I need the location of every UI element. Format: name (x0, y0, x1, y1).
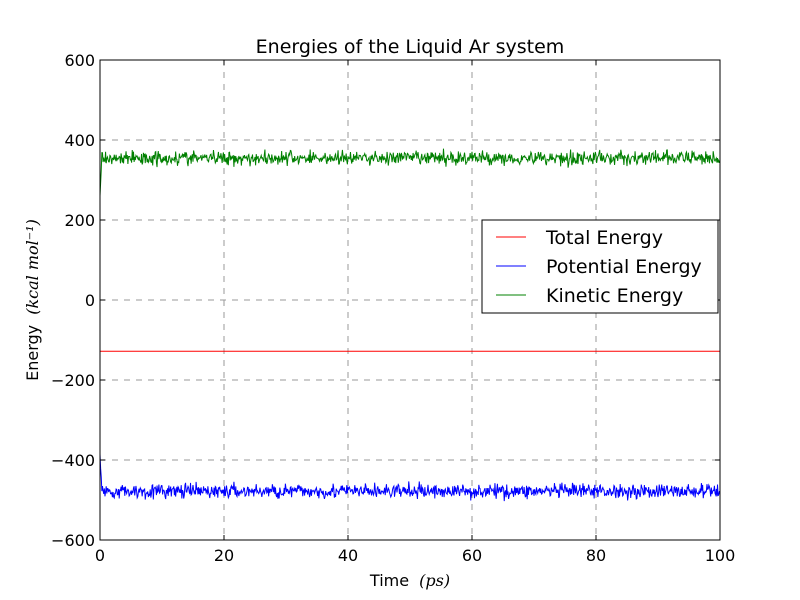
x-axis-label-unit: (ps) (419, 571, 450, 590)
x-tick-label: 80 (586, 546, 606, 565)
legend-label-2: Kinetic Energy (546, 285, 683, 307)
y-axis-label-text: Energy (23, 325, 42, 381)
y-tick-label: 600 (64, 51, 95, 70)
y-axis-label-unit: (kcal mol⁻¹) (23, 219, 42, 315)
legend-label-1: Potential Energy (546, 256, 702, 278)
chart-title: Energies of the Liquid Ar system (256, 36, 565, 58)
y-tick-label: −600 (51, 531, 95, 550)
tick-labels: 0 20 40 60 80 100 600 400 200 0 −200 −400 −600 (51, 51, 735, 565)
x-tick-label: 20 (214, 546, 234, 565)
x-tick-label: 100 (705, 546, 736, 565)
x-axis-label-text: Time (369, 571, 409, 590)
x-tick-label: 40 (338, 546, 358, 565)
legend-label-0: Total Energy (545, 227, 663, 249)
x-tick-label: 0 (95, 546, 105, 565)
y-tick-label: −200 (51, 371, 95, 390)
y-tick-label: 0 (85, 291, 95, 310)
y-tick-label: 200 (64, 211, 95, 230)
series-line-2 (99, 148, 721, 197)
y-tick-label: −400 (51, 451, 95, 470)
axis-ticks (99, 59, 721, 541)
x-tick-label: 60 (462, 546, 482, 565)
y-tick-label: 400 (64, 131, 95, 150)
y-axis-label: Energy (kcal mol⁻¹) (23, 219, 42, 381)
series-lines (99, 148, 721, 502)
x-axis-label: Time (ps) (369, 571, 450, 590)
series-line-1 (99, 453, 721, 502)
legend: Total Energy Potential Energy Kinetic Ener… (481, 219, 719, 314)
